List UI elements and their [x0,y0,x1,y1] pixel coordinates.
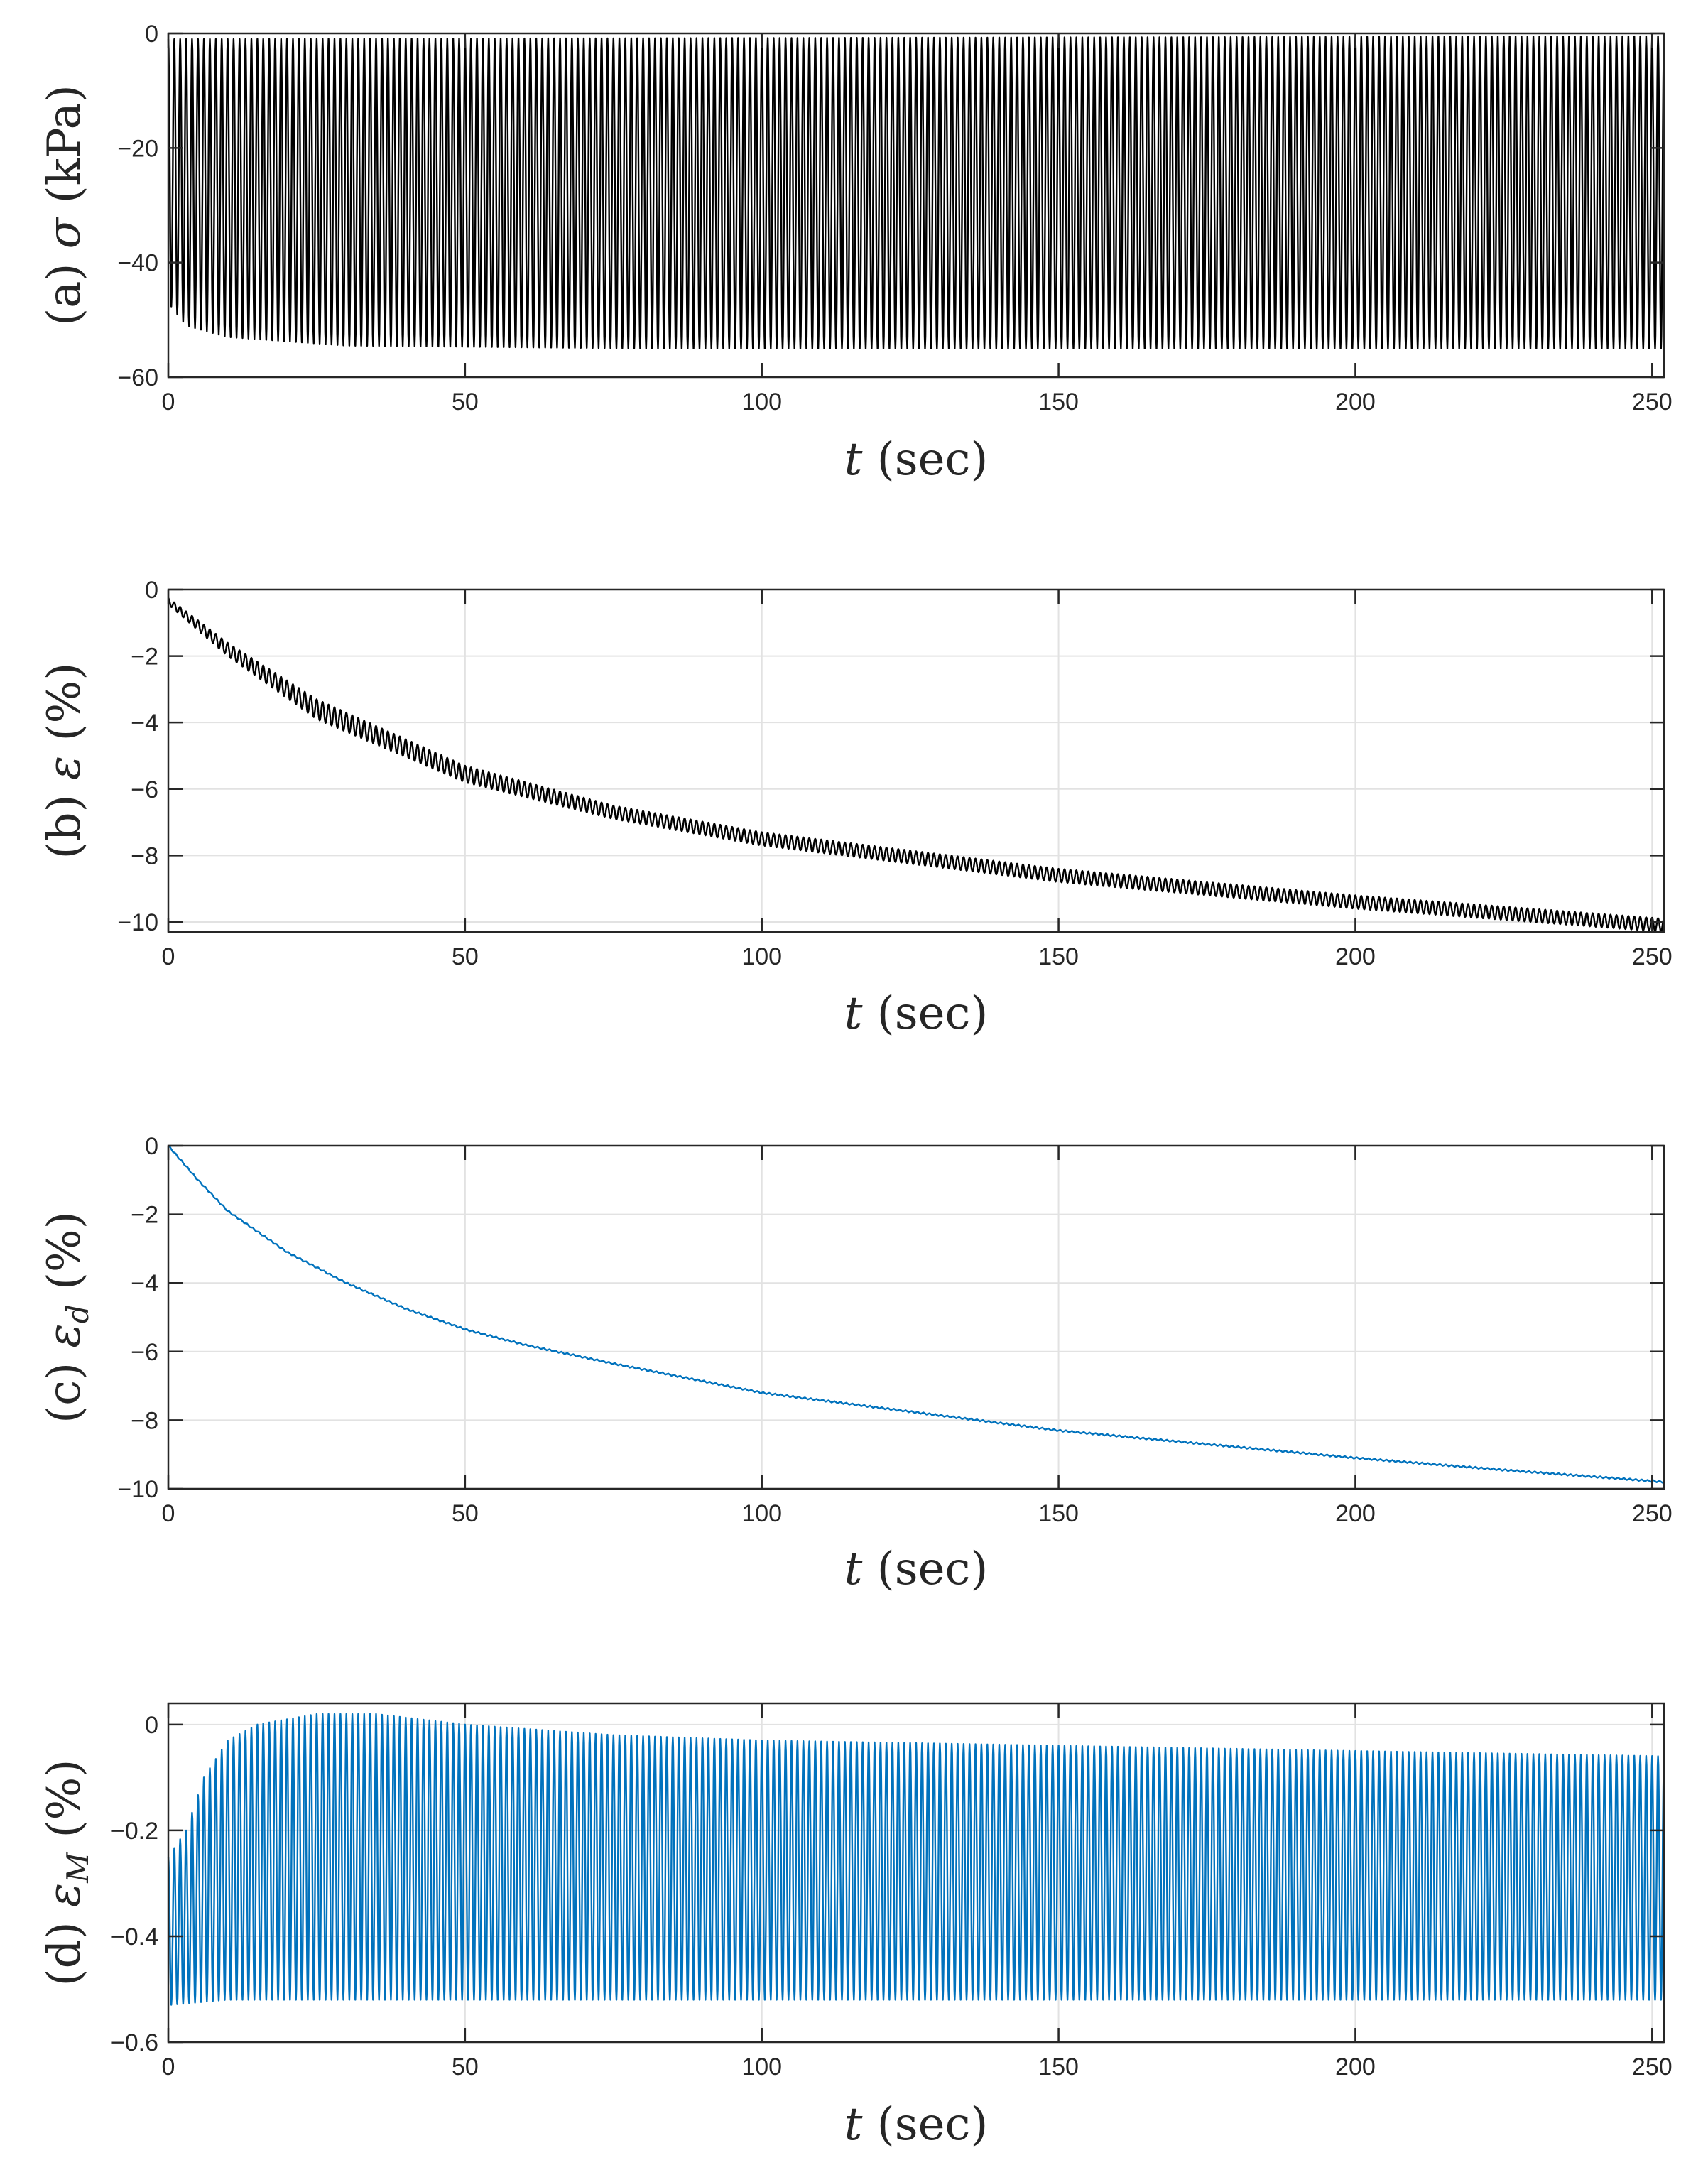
y-tick-label: −8 [131,842,158,869]
axes-box [167,1144,1665,1490]
x-tick-label: 150 [1038,389,1079,416]
x-axis-label: t (sec) [844,1543,989,1595]
axes-box [167,32,1665,379]
x-tick-label: 50 [452,389,479,416]
series-line-c [168,1144,1665,1484]
x-tick-label: 100 [741,943,782,970]
x-tick-label: 250 [1632,1500,1672,1527]
y-tick-label: −10 [117,1476,158,1503]
y-tick-label: −2 [131,644,158,671]
series-line-a [167,35,1665,349]
x-tick-label: 200 [1335,389,1376,416]
series-line-b [167,597,1665,933]
x-tick-label: 50 [452,1500,479,1527]
y-tick-label: −4 [131,710,158,737]
x-tick-label: 250 [1632,389,1672,416]
x-tick-label: 0 [162,2054,175,2081]
x-tick-label: 50 [452,2054,479,2081]
x-tick-label: 100 [741,389,782,416]
x-tick-label: 250 [1632,943,1672,970]
x-tick-label: 100 [741,2054,782,2081]
y-tick-label: −10 [117,909,158,936]
axes-box [167,1702,1665,2044]
x-tick-label: 150 [1038,943,1079,970]
y-tick-label: −60 [117,364,158,391]
y-axis-label: (d) εM (%) [38,1759,95,1987]
y-tick-label: −2 [131,1202,158,1229]
x-tick-label: 50 [452,943,479,970]
chart-panel-d: 0 50 100 150 200 250 −0.6 −0.4 −0.2 0 t (sec) (d) ε… [38,1702,1672,2151]
y-axis-label: (c) εd (%) [38,1211,95,1423]
x-tick-label: 0 [162,943,175,970]
y-tick-label: −40 [117,250,158,277]
y-tick-label: 0 [145,21,158,48]
y-tick-label: −6 [131,776,158,803]
x-tick-label: 100 [741,1500,782,1527]
x-tick-label: 150 [1038,2054,1079,2081]
x-tick-label: 200 [1335,943,1376,970]
y-axis-label: (b) ε (%) [38,663,91,859]
chart-panel-c: 0 50 100 150 200 250 −10 −8 −6 −4 −2 0 t (sec) (c) εd… [38,1133,1672,1595]
series-line-d [167,1713,1665,2006]
x-tick-label: 0 [162,1500,175,1527]
y-tick-label: 0 [145,1712,158,1739]
x-tick-label: 200 [1335,2054,1376,2081]
y-tick-label: 0 [145,577,158,604]
x-axis-label: t (sec) [844,987,989,1040]
x-axis-label: t (sec) [844,2098,989,2151]
x-axis-label: t (sec) [844,433,989,486]
x-tick-label: 250 [1632,2054,1672,2081]
chart-panel-b: 0 50 100 150 200 250 −10 −8 −6 −4 −2 0 t (sec) (b) ε … [38,577,1672,1040]
chart-panel-a: 0 50 100 150 200 250 −60 −40 −20 0 t (sec) (a) σ (k… [38,21,1672,486]
y-tick-label: −8 [131,1407,158,1434]
y-tick-label: −0.4 [111,1924,158,1951]
x-tick-label: 0 [162,389,175,416]
y-tick-label: −0.2 [111,1818,158,1845]
x-tick-label: 150 [1038,1500,1079,1527]
y-tick-label: −6 [131,1339,158,1366]
y-tick-label: 0 [145,1133,158,1160]
axes-box [167,588,1665,933]
y-axis-label: (a) σ (kPa) [38,85,91,326]
x-tick-label: 200 [1335,1500,1376,1527]
y-tick-label: −0.6 [111,2029,158,2056]
y-tick-label: −4 [131,1270,158,1297]
y-tick-label: −20 [117,135,158,162]
